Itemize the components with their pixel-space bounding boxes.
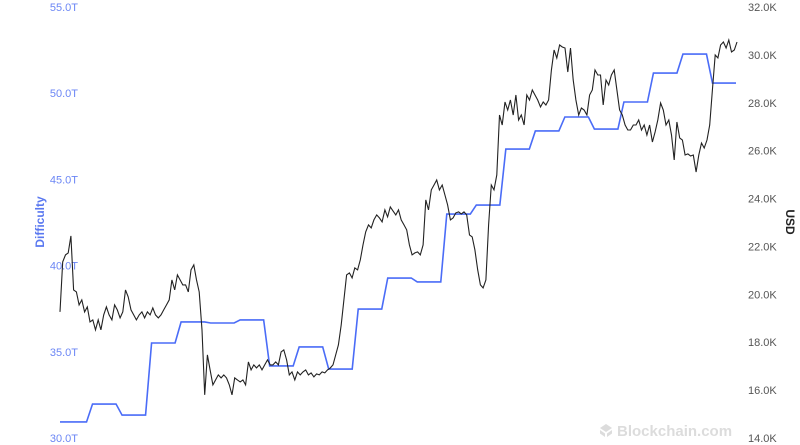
- right-tick-label: 24.0K: [748, 194, 777, 206]
- usd-series-line: [59, 37, 738, 396]
- right-tick-label: 26.0K: [748, 146, 777, 158]
- difficulty-series-line: [60, 53, 736, 423]
- right-tick-label: 14.0K: [748, 433, 777, 445]
- left-tick-label: 55.0T: [50, 2, 78, 14]
- left-tick-label: 50.0T: [50, 88, 78, 100]
- right-tick-label: 18.0K: [748, 337, 777, 349]
- right-tick-label: 16.0K: [748, 385, 777, 397]
- usd-series-points: [60, 40, 737, 395]
- right-axis-ticks: 32.0K 30.0K 28.0K 26.0K 24.0K 22.0K 20.0K 18.0K…: [748, 2, 777, 445]
- left-tick-label: 45.0T: [50, 174, 78, 186]
- right-tick-label: 30.0K: [748, 50, 777, 62]
- watermark: Blockchain.com: [600, 423, 732, 440]
- watermark-text: Blockchain.com: [617, 423, 732, 440]
- right-tick-label: 28.0K: [748, 98, 777, 110]
- left-tick-label: 35.0T: [50, 347, 78, 359]
- left-tick-label: 30.0T: [50, 433, 78, 445]
- right-tick-label: 20.0K: [748, 289, 777, 301]
- right-tick-label: 32.0K: [748, 2, 777, 14]
- blockchain-logo-icon: [600, 424, 612, 437]
- left-axis-label: Difficulty: [33, 196, 47, 248]
- left-axis-ticks: 55.0T 50.0T 45.0T 40.0T 35.0T 30.0T: [50, 2, 78, 445]
- right-tick-label: 22.0K: [748, 241, 777, 253]
- right-axis-label: USD: [783, 209, 797, 235]
- left-tick-label: 40.0T: [50, 261, 78, 273]
